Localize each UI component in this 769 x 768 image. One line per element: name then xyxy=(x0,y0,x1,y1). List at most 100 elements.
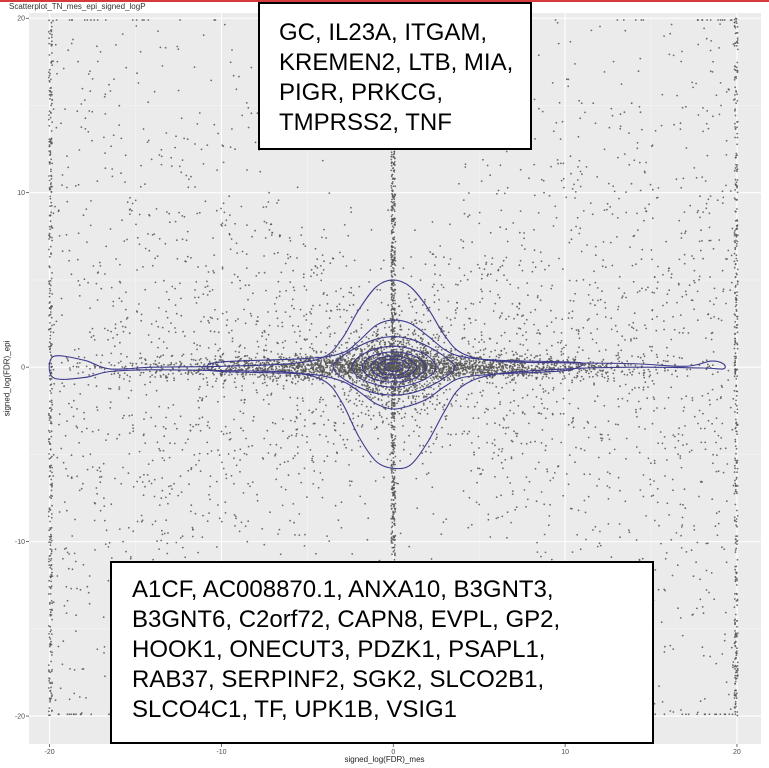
data-point xyxy=(391,225,394,228)
data-point xyxy=(736,509,738,512)
data-point xyxy=(390,296,393,299)
data-point xyxy=(494,349,496,352)
data-point xyxy=(376,391,379,393)
data-point xyxy=(455,361,458,364)
data-point xyxy=(386,392,389,394)
data-point xyxy=(392,468,394,471)
data-point xyxy=(735,243,738,245)
data-point xyxy=(407,381,410,384)
data-point xyxy=(550,367,553,370)
data-point xyxy=(456,359,459,361)
data-point xyxy=(280,355,282,358)
data-point xyxy=(366,367,368,370)
data-point xyxy=(392,452,395,455)
data-point xyxy=(473,363,475,365)
data-point xyxy=(50,44,53,47)
data-point xyxy=(255,361,258,363)
data-point xyxy=(49,284,52,287)
data-point xyxy=(318,376,321,378)
data-point xyxy=(170,363,173,366)
data-point xyxy=(736,240,739,243)
data-point xyxy=(391,470,393,473)
data-point xyxy=(422,374,424,377)
data-point xyxy=(48,678,51,680)
data-point xyxy=(455,374,458,377)
data-point xyxy=(214,358,217,361)
data-point xyxy=(735,418,737,421)
data-point xyxy=(516,374,519,377)
data-point xyxy=(419,349,422,351)
data-point xyxy=(392,181,394,183)
data-point xyxy=(286,369,289,371)
data-point xyxy=(485,366,487,369)
data-point xyxy=(735,152,738,155)
data-point xyxy=(393,487,395,490)
data-point xyxy=(50,573,53,576)
data-point xyxy=(716,371,719,373)
data-point xyxy=(194,359,197,362)
data-point xyxy=(48,558,50,560)
data-point xyxy=(300,378,303,381)
data-point xyxy=(735,571,737,573)
data-point xyxy=(398,383,401,386)
data-point xyxy=(481,362,484,365)
data-point xyxy=(420,376,422,379)
data-point xyxy=(264,365,267,367)
data-point xyxy=(735,478,738,480)
data-point xyxy=(459,364,462,367)
data-point xyxy=(454,374,456,376)
data-point xyxy=(391,324,393,327)
data-point xyxy=(256,352,259,355)
data-point xyxy=(423,409,426,411)
data-point xyxy=(391,475,394,477)
data-point xyxy=(48,508,51,511)
data-point xyxy=(48,714,50,717)
data-point xyxy=(221,353,224,356)
data-point xyxy=(49,538,51,541)
data-point xyxy=(495,371,498,374)
data-point xyxy=(391,249,394,252)
data-point xyxy=(601,364,604,366)
data-point xyxy=(394,490,397,493)
data-point xyxy=(452,357,455,359)
data-point xyxy=(480,368,483,371)
data-point xyxy=(289,365,292,367)
data-point xyxy=(355,370,358,372)
data-point xyxy=(179,360,182,363)
data-point xyxy=(390,353,393,356)
data-point xyxy=(559,365,562,368)
data-point xyxy=(467,367,470,370)
data-point xyxy=(390,175,393,178)
data-point xyxy=(425,375,428,377)
data-point xyxy=(51,365,53,368)
data-point xyxy=(184,372,187,374)
data-point xyxy=(518,364,521,367)
data-point xyxy=(394,333,396,335)
data-point xyxy=(392,463,395,466)
data-point xyxy=(264,381,266,384)
data-point xyxy=(404,365,406,368)
data-point xyxy=(48,625,50,627)
data-point xyxy=(234,350,237,353)
data-point xyxy=(170,355,173,358)
data-point xyxy=(584,369,587,372)
data-point xyxy=(392,155,395,158)
data-point xyxy=(181,355,184,357)
data-point xyxy=(352,347,354,349)
data-point xyxy=(275,365,277,368)
data-point xyxy=(152,362,155,365)
data-point xyxy=(735,66,738,69)
data-point xyxy=(50,170,52,173)
data-point xyxy=(392,442,394,444)
data-point xyxy=(339,363,341,366)
data-point xyxy=(513,379,515,381)
data-point xyxy=(736,291,738,293)
data-point xyxy=(251,373,254,376)
data-point xyxy=(390,472,393,474)
data-point xyxy=(50,585,53,587)
data-point xyxy=(391,451,394,454)
data-point xyxy=(736,40,738,43)
data-point xyxy=(390,265,393,267)
data-point xyxy=(390,288,393,291)
data-point xyxy=(312,368,314,371)
